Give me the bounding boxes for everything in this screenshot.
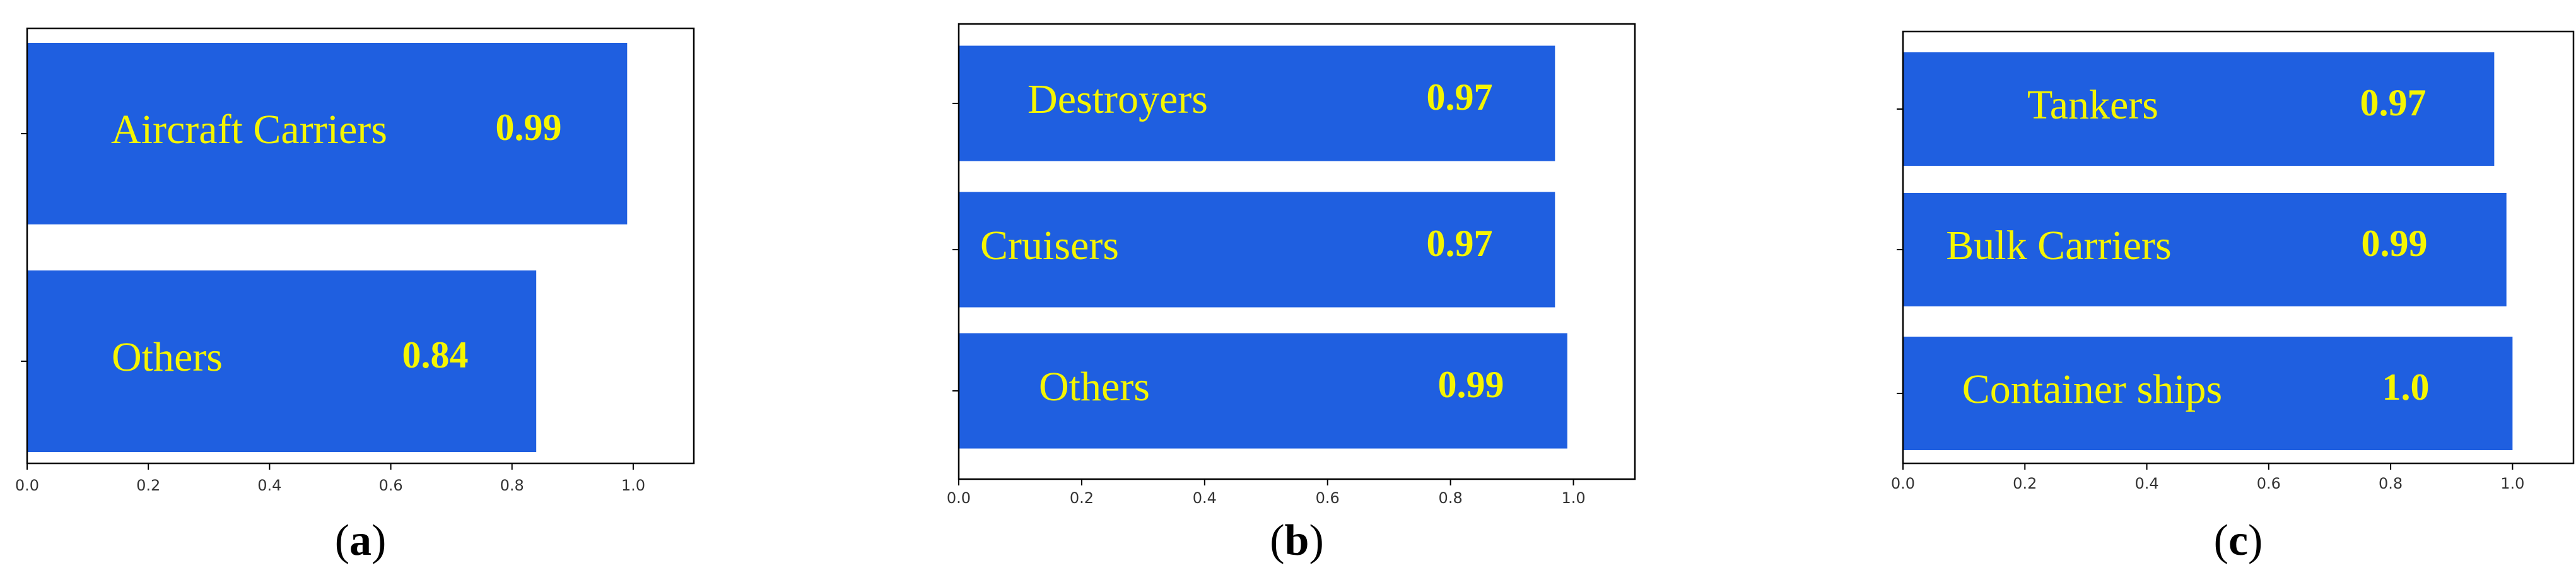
x-tick-label: 0.4 xyxy=(1193,489,1217,507)
x-tick-label: 0.2 xyxy=(136,477,160,494)
x-tick-label: 0.2 xyxy=(1070,489,1094,507)
axes-frame xyxy=(26,27,695,465)
bar-value-label: 0.99 xyxy=(496,107,562,148)
x-tick-label: 0.6 xyxy=(378,477,402,494)
chart-panel-c: Tankers 0.97 Bulk Carriers 0.99 Container sh… xyxy=(1891,30,2575,565)
bar-category-label: Aircraft Carriers xyxy=(111,107,387,153)
x-tick-label: 1.0 xyxy=(1561,489,1585,507)
chart-panel-a: Aircraft Carriers 0.99 Others 0.84 0.0 0.2 0.4… xyxy=(15,27,695,565)
x-tick-label: 1.0 xyxy=(2500,475,2524,492)
axes-frame xyxy=(957,23,1636,480)
bar-value-label: 1.0 xyxy=(2382,366,2430,408)
bar-category-label: Bulk Carriers xyxy=(1946,223,2171,269)
bar-category-label: Cruisers xyxy=(980,223,1119,269)
x-tick-label: 0.8 xyxy=(500,477,524,494)
axes-frame xyxy=(1902,30,2575,465)
bar-value-label: 0.97 xyxy=(2360,82,2427,124)
bar-value-label: 0.84 xyxy=(402,334,469,376)
x-tick-label: 0.6 xyxy=(1316,489,1340,507)
x-tick-label: 1.0 xyxy=(621,477,645,494)
bar xyxy=(959,192,1555,308)
x-tick-label: 0.6 xyxy=(2257,475,2281,492)
x-tick-label: 0.0 xyxy=(15,477,39,494)
bar xyxy=(1903,337,2513,450)
bar-value-label: 0.97 xyxy=(1427,223,1493,264)
bar-category-label: Container ships xyxy=(1962,366,2222,412)
x-tick-label: 0.4 xyxy=(2134,475,2158,492)
bar xyxy=(1903,52,2495,166)
x-tick-label: 0.2 xyxy=(2013,475,2037,492)
panel-label: (c) xyxy=(2214,516,2263,565)
x-tick-label: 0.4 xyxy=(257,477,281,494)
x-tick-label: 0.8 xyxy=(2379,475,2403,492)
bar-category-label: Others xyxy=(1039,364,1150,410)
bar-category-label: Tankers xyxy=(2027,82,2158,128)
bar-value-label: 0.99 xyxy=(1438,364,1504,405)
bar xyxy=(959,333,1567,449)
bar-value-label: 0.97 xyxy=(1427,76,1493,118)
bar xyxy=(27,270,537,452)
bar-value-label: 0.99 xyxy=(2362,223,2428,264)
bar xyxy=(1903,193,2507,306)
panel-label: (a) xyxy=(335,516,387,565)
chart-panel-b: Destroyers 0.97 Cruisers 0.97 Others 0.99 0.0 0… xyxy=(947,23,1636,565)
bar xyxy=(27,43,628,224)
bar-category-label: Others xyxy=(112,334,223,380)
x-tick-label: 0.0 xyxy=(947,489,971,507)
x-tick-label: 0.0 xyxy=(1891,475,1915,492)
bar xyxy=(959,45,1555,161)
bar-category-label: Destroyers xyxy=(1027,76,1208,122)
panel-label: (b) xyxy=(1270,516,1324,565)
x-tick-label: 0.8 xyxy=(1439,489,1463,507)
